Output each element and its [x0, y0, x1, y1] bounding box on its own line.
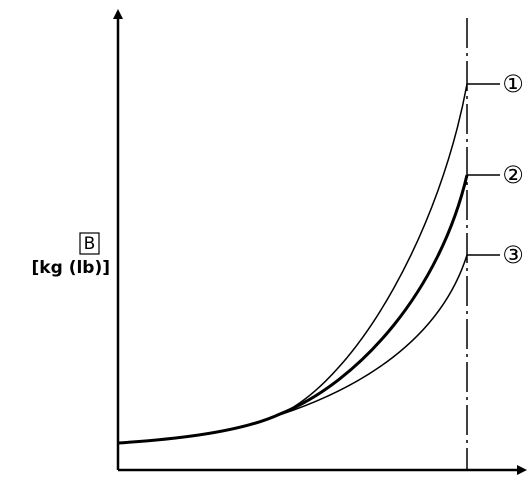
curve-2 — [117, 174, 469, 445]
symbol-box — [79, 232, 100, 255]
axis-unit: [kg (lb)] — [32, 258, 110, 278]
curve-3 — [117, 254, 468, 444]
curve-label: ① — [502, 70, 524, 98]
curve-label: ③ — [502, 241, 524, 269]
curve-1 — [117, 83, 468, 444]
curve-label: ② — [502, 161, 524, 189]
axis-symbol: B — [84, 234, 96, 254]
